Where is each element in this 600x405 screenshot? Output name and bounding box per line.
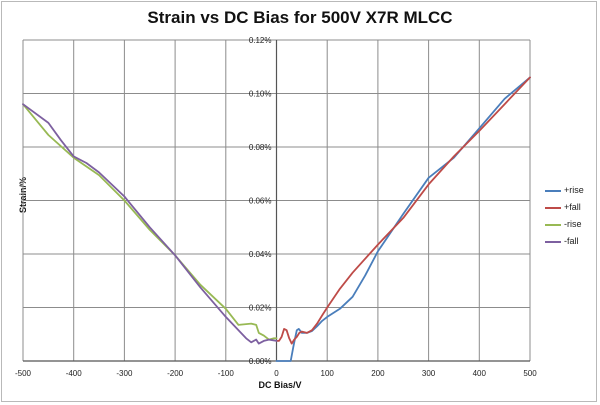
legend-label-3: -fall (564, 236, 579, 246)
series-line-rise-2 (22, 103, 278, 341)
x-tick-label-1: -400 (66, 369, 83, 378)
x-tick-label-2: -300 (116, 369, 133, 378)
y-tick-label-5: 0.10% (249, 90, 272, 99)
legend-item-0: +rise (545, 185, 600, 202)
chart-title: Strain vs DC Bias for 500V X7R MLCC (147, 8, 453, 27)
series-line-fall-1 (275, 76, 531, 345)
x-tick-label-0: -500 (15, 369, 32, 378)
legend-item-3: -fall (545, 236, 600, 253)
y-tick-label-1: 0.02% (249, 304, 272, 313)
x-axis-title: DC Bias/V (258, 380, 302, 390)
x-tick-label-6: 100 (321, 369, 335, 378)
legend-swatch-2 (545, 224, 561, 226)
x-tick-label-10: 500 (523, 369, 537, 378)
legend-swatch-0 (545, 190, 561, 192)
y-tick-label-6: 0.12% (249, 36, 272, 45)
y-tick-label-0: 0.00% (249, 357, 272, 366)
y-tick-label-3: 0.06% (249, 197, 272, 206)
series-line-rise-0 (275, 76, 531, 362)
legend-label-1: +fall (564, 202, 581, 212)
x-tick-label-8: 300 (422, 369, 436, 378)
y-tick-label-2: 0.04% (249, 250, 272, 259)
legend-swatch-3 (545, 241, 561, 243)
series-line-fall-3 (22, 103, 278, 345)
y-tick-label-4: 0.08% (249, 143, 272, 152)
legend: +rise +fall -rise -fall (545, 185, 600, 253)
x-tick-label-4: -100 (218, 369, 235, 378)
x-tick-label-7: 200 (371, 369, 385, 378)
legend-item-2: -rise (545, 219, 600, 236)
legend-label-0: +rise (564, 185, 584, 195)
legend-label-2: -rise (564, 219, 582, 229)
x-tick-label-3: -200 (167, 369, 184, 378)
x-tick-label-9: 400 (473, 369, 487, 378)
legend-swatch-1 (545, 207, 561, 209)
x-tick-label-5: 0 (274, 369, 279, 378)
legend-item-1: +fall (545, 202, 600, 219)
x-tick-labels: -500 -400 -300 -200 -100 0 100 200 300 400 500 (15, 369, 537, 378)
y-tick-labels: 0.00% 0.02% 0.04% 0.06% 0.08% 0.10% 0.12% (249, 36, 272, 366)
series-lines (22, 76, 531, 362)
